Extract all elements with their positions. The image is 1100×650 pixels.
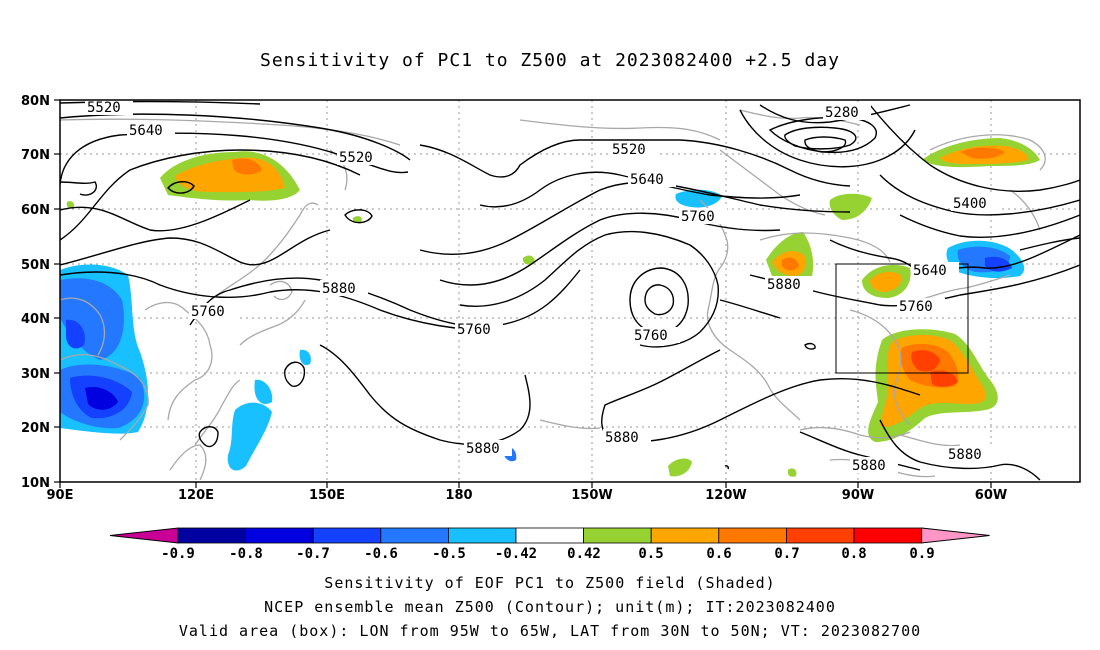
colorbar-swatch (312, 527, 382, 544)
colorbar-swatch (515, 527, 584, 544)
contour-label: 5880 (948, 447, 982, 463)
lon-tick-label: 60W (975, 488, 1007, 503)
colorbar-swatch (177, 527, 246, 544)
contour-label: 5520 (612, 142, 646, 158)
colorbar-swatch (853, 527, 922, 544)
contour-label: 5640 (913, 263, 947, 279)
lat-tick-label: 30N (21, 367, 50, 382)
lon-tick-label: 150W (571, 488, 612, 503)
contour-label: 5640 (129, 123, 163, 139)
lon-tick-label: 90E (47, 488, 74, 503)
colorbar-label: 0.6 (706, 546, 731, 562)
contour-label: 5760 (899, 299, 933, 315)
map-frame (59, 99, 1081, 483)
contour-label: 5520 (87, 100, 121, 116)
lat-tick-label: 20N (21, 421, 50, 436)
lat-tick-label: 60N (21, 203, 50, 218)
colorbar-label: -0.42 (495, 546, 537, 562)
colorbar-swatch (245, 527, 314, 544)
map-title: Sensitivity of PC1 to Z500 at 2023082400… (259, 50, 840, 71)
contour-label: 5880 (322, 281, 356, 297)
valid-area-box (835, 263, 969, 374)
lon-tick-label: 120W (705, 488, 746, 503)
colorbar-swatch (650, 527, 720, 544)
colorbar-swatch (583, 527, 652, 544)
colorbar-label: 0.9 (909, 546, 934, 562)
contour-labels: 5520 5640 5520 5280 5520 5640 5760 5400 … (85, 99, 999, 474)
colorbar (109, 527, 990, 544)
lat-tick-label: 50N (21, 258, 50, 273)
contour-label: 5760 (191, 304, 225, 320)
colorbar-over-arrow (921, 527, 990, 544)
contour-label: 5880 (466, 441, 500, 457)
sensitivity-shading (60, 138, 1040, 477)
lon-tick-label: 180 (445, 488, 472, 503)
contour-label: 5880 (767, 277, 801, 293)
axis-ticks (54, 99, 992, 488)
contour-label: 5760 (681, 209, 715, 225)
footer-line-shaded: Sensitivity of EOF PC1 to Z500 field (Sh… (324, 574, 776, 592)
lat-tick-label: 40N (21, 312, 50, 327)
lon-tick-label: 150E (309, 488, 345, 503)
lat-tick-labels: 80N 70N 60N 50N 40N 30N 20N 10N (21, 94, 50, 491)
lon-tick-labels: 90E 120E 150E 180 150W 120W 90W 60W (47, 488, 1008, 503)
contour-label: 5760 (457, 322, 491, 338)
colorbar-label: 0.7 (774, 546, 799, 562)
colorbar-label: -0.6 (364, 546, 398, 562)
colorbar-label: 0.8 (841, 546, 866, 562)
colorbar-swatch (380, 527, 449, 544)
lon-tick-label: 90W (842, 488, 874, 503)
colorbar-label: -0.5 (432, 546, 466, 562)
footer-line-valid-area: Valid area (box): LON from 95W to 65W, L… (178, 622, 922, 640)
colorbar-labels: -0.9 -0.8 -0.7 -0.6 -0.5 -0.42 0.42 0.5 … (161, 546, 935, 562)
colorbar-label: -0.8 (229, 546, 263, 562)
colorbar-label: 0.5 (638, 546, 663, 562)
contour-label: 5280 (825, 105, 859, 121)
lat-tick-label: 10N (21, 476, 50, 491)
colorbar-swatch (447, 527, 517, 544)
contour-label: 5760 (634, 328, 668, 344)
colorbar-under-arrow (109, 527, 179, 544)
lat-tick-label: 80N (21, 94, 50, 109)
contour-label: 5520 (339, 150, 373, 166)
footer-line-contour: NCEP ensemble mean Z500 (Contour); unit(… (264, 598, 836, 616)
colorbar-label: -0.9 (161, 546, 195, 562)
lon-tick-label: 120E (178, 488, 214, 503)
contour-label: 5400 (953, 196, 987, 212)
colorbar-label: -0.7 (296, 546, 330, 562)
contour-label: 5640 (630, 172, 664, 188)
contour-label: 5880 (605, 430, 639, 446)
colorbar-swatch (718, 527, 787, 544)
lat-tick-label: 70N (21, 148, 50, 163)
colorbar-label: 0.42 (567, 546, 601, 562)
colorbar-swatch (786, 527, 855, 544)
contour-label: 5880 (852, 458, 886, 474)
